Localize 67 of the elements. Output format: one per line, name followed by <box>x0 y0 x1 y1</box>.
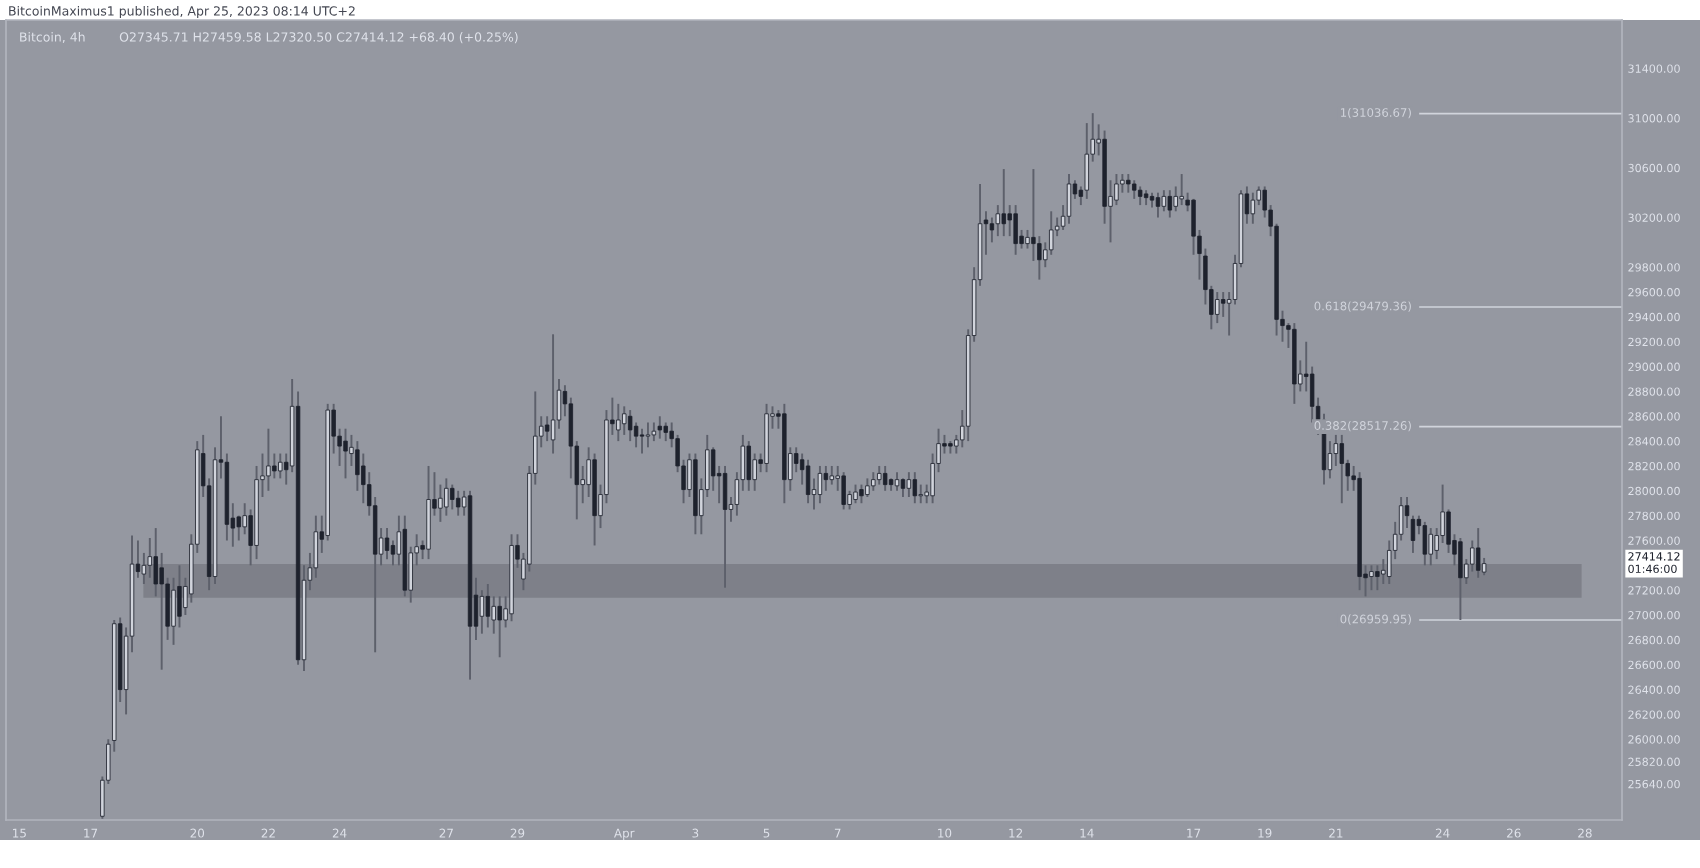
candlestick <box>1132 179 1137 200</box>
candlestick <box>894 471 900 492</box>
candlestick <box>651 421 657 443</box>
candlestick <box>663 421 668 443</box>
candlestick <box>444 477 449 517</box>
candlestick <box>645 421 651 449</box>
candlestick <box>995 204 1001 238</box>
candlestick <box>1013 204 1018 256</box>
candlestick <box>877 464 882 486</box>
candlestick <box>266 427 271 492</box>
candlestick <box>823 464 829 492</box>
candlestick <box>627 409 633 443</box>
candlestick <box>805 458 811 505</box>
candlestick <box>1339 433 1344 505</box>
candlestick <box>817 464 823 505</box>
candlestick <box>479 589 485 635</box>
candlestick <box>1007 204 1012 238</box>
candlestick <box>1215 291 1220 325</box>
candlestick <box>882 464 888 492</box>
candlestick <box>384 527 390 561</box>
candlestick <box>1001 168 1006 238</box>
candlestick <box>1126 173 1131 194</box>
candlestick <box>455 489 461 517</box>
candlestick <box>450 483 455 511</box>
candlestick <box>1428 527 1433 567</box>
candlestick <box>278 452 283 480</box>
candlestick <box>918 483 923 505</box>
candlestick <box>722 464 728 589</box>
candlestick <box>871 471 876 492</box>
candlestick <box>829 464 834 486</box>
candlestick <box>1161 189 1167 213</box>
candlestick <box>147 537 153 579</box>
candlestick <box>1025 228 1030 250</box>
candlestick <box>1167 189 1173 219</box>
candlestick <box>1250 191 1256 225</box>
candlestick <box>746 440 751 492</box>
candlestick <box>272 452 277 480</box>
candlestick <box>865 477 870 498</box>
candlestick <box>1220 291 1226 318</box>
candlestick <box>1375 564 1380 592</box>
candlestick <box>1066 173 1072 225</box>
candlestick <box>900 477 906 498</box>
candlestick <box>1179 173 1184 207</box>
candlestick <box>1137 185 1143 207</box>
candlestick <box>1381 558 1386 585</box>
candlestick <box>550 333 556 455</box>
candlestick <box>485 583 491 629</box>
candlestick <box>622 405 627 436</box>
candlestick <box>906 471 912 498</box>
candlestick <box>912 471 918 505</box>
candlestick <box>752 452 757 492</box>
candlestick <box>1155 191 1161 219</box>
candlestick <box>639 427 645 455</box>
candlestick <box>859 483 864 505</box>
candlestick <box>1422 520 1428 567</box>
candlestick <box>1369 564 1374 592</box>
candlestick <box>657 415 663 440</box>
candlestick <box>159 551 164 671</box>
candlestick <box>616 402 621 443</box>
candlestick <box>497 595 502 659</box>
candlestick <box>853 483 858 505</box>
candlestick <box>544 415 550 443</box>
candlestick <box>343 427 348 480</box>
candlestick <box>1475 527 1481 579</box>
candlestick <box>1458 537 1463 621</box>
candlestick <box>1327 440 1333 480</box>
candlestick <box>841 471 846 511</box>
